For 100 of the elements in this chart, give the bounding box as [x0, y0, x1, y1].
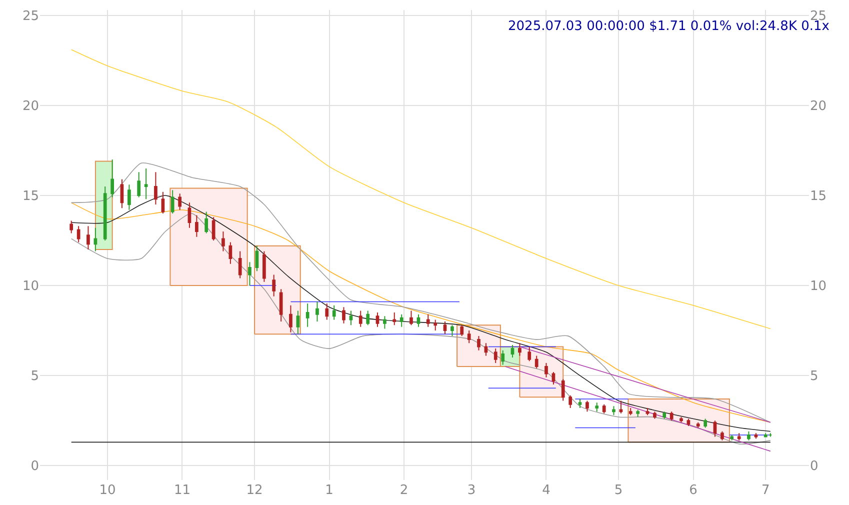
- candlestick: [737, 432, 741, 441]
- candlestick: [416, 314, 420, 328]
- candlestick: [144, 168, 148, 200]
- candlestick: [754, 432, 758, 440]
- candlestick: [680, 416, 683, 423]
- candlestick: [383, 316, 386, 330]
- x-tick-label: 4: [542, 483, 550, 498]
- candlestick: [222, 230, 225, 252]
- candlestick: [450, 324, 454, 336]
- candlestick: [332, 304, 336, 320]
- candlestick: [434, 319, 438, 332]
- candlestick: [704, 418, 708, 428]
- candlestick: [586, 400, 589, 412]
- candlestick: [255, 245, 259, 272]
- candlestick: [595, 402, 599, 412]
- candlestick: [501, 350, 505, 366]
- candlestick: [366, 310, 370, 326]
- candlestick: [154, 172, 158, 205]
- candlestick: [561, 378, 565, 402]
- x-tick-label: 1: [325, 483, 334, 498]
- candlestick: [713, 420, 717, 438]
- candlestick: [279, 288, 283, 322]
- candlestick: [619, 400, 623, 414]
- candlestick: [204, 211, 208, 234]
- y-tick-label: 20: [22, 98, 39, 114]
- candlestick: [443, 321, 447, 335]
- candlestick: [349, 310, 353, 326]
- candlestick: [70, 220, 74, 234]
- candlestick: [646, 407, 650, 416]
- y2-tick-label: 5: [810, 369, 818, 384]
- candlestick: [662, 411, 666, 420]
- candlestick: [262, 250, 266, 282]
- candlestick: [477, 335, 480, 351]
- candlestick: [730, 434, 734, 441]
- candlestick: [686, 418, 690, 426]
- candlestick: [86, 226, 90, 250]
- x-tick-label: 3: [467, 483, 476, 498]
- candlestick: [768, 432, 772, 438]
- y2-tick-label: 15: [810, 189, 827, 204]
- candlestick: [316, 301, 319, 322]
- candlestick: [212, 216, 216, 241]
- candlestick: [400, 314, 404, 328]
- candlestick: [518, 342, 522, 356]
- candlestick: [494, 348, 498, 364]
- candlestick: [602, 404, 606, 414]
- candlestick: [747, 430, 750, 441]
- candlestick: [76, 226, 80, 243]
- candlestick: [296, 310, 300, 335]
- candlestick: [306, 303, 310, 328]
- y2-tick-label: 0: [810, 459, 818, 474]
- candlestick: [128, 184, 131, 210]
- candlestick: [120, 178, 124, 209]
- y-tick-label: 25: [22, 8, 39, 24]
- candlestick: [110, 158, 114, 198]
- candlestick: [228, 242, 232, 264]
- candlestick: [325, 303, 329, 320]
- y2-tick-label: 20: [810, 98, 827, 114]
- candlestick: [612, 406, 616, 416]
- candlestick: [720, 430, 724, 441]
- candlestick: [358, 310, 362, 328]
- y2-tick-label: 10: [810, 279, 827, 294]
- candlestick: [103, 186, 107, 241]
- candlestick: [188, 202, 192, 228]
- candlestick: [410, 310, 413, 326]
- candlestick: [544, 362, 548, 378]
- y-tick-label: 10: [22, 279, 39, 294]
- x-tick-label: 12: [246, 483, 263, 498]
- candlestick: [628, 407, 632, 416]
- x-tick-label: 11: [174, 483, 191, 498]
- candlestick: [653, 411, 656, 420]
- x-tick-label: 2: [400, 483, 408, 498]
- candlestick: [510, 344, 514, 358]
- candlestick: [392, 312, 396, 326]
- candlestick: [534, 355, 538, 369]
- candlestick: [460, 324, 464, 336]
- y-tick-label: 0: [30, 459, 39, 474]
- candlestick: [170, 190, 174, 214]
- line-series: [70, 162, 771, 423]
- x-tick-label: 6: [689, 483, 698, 498]
- candlestick: [578, 398, 582, 408]
- candlestick: [137, 172, 141, 198]
- candlestick: [670, 411, 674, 422]
- candlestick: [94, 227, 98, 252]
- y-tick-label: 5: [30, 369, 39, 384]
- candlestick: [161, 191, 165, 214]
- x-tick-label: 7: [761, 483, 770, 498]
- candlestick: [467, 330, 471, 344]
- candlestick: [178, 193, 182, 210]
- candlestick: [248, 262, 252, 286]
- candlestick: [289, 304, 292, 333]
- line-series: [70, 49, 771, 330]
- candlestick: [696, 422, 700, 428]
- candlestick: [528, 346, 532, 362]
- candlestick: [195, 214, 198, 238]
- candlestick: [636, 409, 640, 418]
- x-tick-label: 5: [614, 483, 623, 498]
- candlestick: [764, 432, 768, 438]
- candlestick: [552, 371, 556, 386]
- candlestick: [342, 306, 346, 324]
- y-tick-label: 15: [22, 189, 39, 204]
